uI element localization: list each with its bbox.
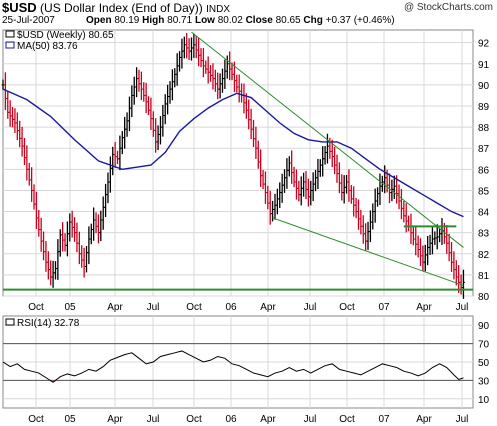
low-label: Low [194, 15, 215, 26]
chg-label: Chg [303, 15, 323, 26]
price-x-tick-label: Oct [28, 302, 44, 313]
price-tick-label: 87 [478, 144, 490, 155]
credit[interactable]: @ StockCharts.com [403, 2, 493, 13]
rsi-tick-label: 10 [478, 395, 490, 406]
ohlc-summary: Open 80.19 High 80.71 Low 80.02 Close 80… [86, 15, 395, 26]
price-x-tick-label: Jul [456, 302, 469, 313]
rsi-x-tick-label: Oct [339, 414, 355, 425]
price-tick-label: 81 [478, 271, 490, 282]
rsi-x-tick-label: Apr [107, 414, 123, 425]
ma50-line [2, 88, 464, 218]
price-x-tick-label: Jul [304, 302, 317, 313]
price-x-tick-label: Jul [147, 302, 160, 313]
price-tick-label: 91 [478, 60, 490, 71]
open-value: 80.19 [114, 15, 140, 26]
price-x-tick-label: 06 [225, 302, 237, 313]
rsi-tick-label: 70 [478, 340, 490, 351]
trendline [191, 31, 464, 248]
price-x-tick-label: Apr [107, 302, 123, 313]
rsi-tick-label: 30 [478, 376, 490, 387]
rsi-panel: 10 30 50 70 90 Oct 05 Apr Jul Oct 06 Apr Jul Oct 07 Apr… [2, 315, 490, 425]
rsi-x-tick-label: Jul [147, 414, 160, 425]
price-tick-label: 82 [478, 250, 490, 261]
price-x-tick-label: Oct [186, 302, 202, 313]
quote-date: 25-Jul-2007 [2, 15, 55, 26]
price-tick-label: 84 [478, 208, 490, 219]
price-x-tick-label: Oct [339, 302, 355, 313]
price-x-tick-label: 05 [64, 302, 76, 313]
high-value: 80.71 [167, 15, 193, 26]
price-tick-label: 90 [478, 81, 490, 92]
price-tick-label: 85 [478, 186, 490, 197]
legend-swatch [5, 41, 15, 49]
chart-title: $USD (US Dollar Index (End of Day)) INDX [2, 0, 230, 15]
rsi-x-tick-label: Apr [260, 414, 276, 425]
rsi-x-tick-label: 06 [225, 414, 237, 425]
price-tick-label: 86 [478, 165, 490, 176]
open-label: Open [86, 15, 112, 26]
price-tick-label: 88 [478, 123, 490, 134]
price-tick-label: 80 [478, 292, 490, 303]
rsi-line [2, 350, 464, 383]
rsi-x-tick-label: Jul [456, 414, 469, 425]
chg-value: +0.37 (+0.46%) [325, 15, 395, 26]
index-name: (US Dollar Index (End of Day)) [40, 1, 203, 15]
low-value: 80.02 [217, 15, 243, 26]
rsi-x-tick-label: 07 [378, 414, 390, 425]
rsi-tick-label: 50 [478, 358, 490, 369]
symbol: $USD [2, 0, 37, 15]
rsi-x-tick-label: Oct [186, 414, 202, 425]
trendline [272, 217, 464, 286]
rsi-x-tick-label: Jul [304, 414, 317, 425]
rsi-legend-swatch [5, 318, 15, 326]
legend-label: $USD (Weekly) 80.65 [17, 30, 114, 41]
high-label: High [142, 15, 165, 26]
close-label: Close [245, 15, 273, 26]
price-tick-label: 92 [478, 39, 490, 50]
price-x-tick-label: Apr [416, 302, 432, 313]
rsi-x-tick-label: Apr [416, 414, 432, 425]
price-tick-label: 89 [478, 102, 490, 113]
price-plot-area [2, 29, 474, 297]
rsi-x-tick-label: 05 [64, 414, 76, 425]
legend-label: MA(50) 83.76 [17, 41, 78, 52]
price-x-tick-label: 07 [378, 302, 390, 313]
rsi-legend-label: RSI(14) 32.78 [17, 318, 80, 329]
rsi-x-tick-label: Oct [28, 414, 44, 425]
price-panel: 80 81 82 83 84 85 86 87 88 89 90 91 92 Oct 05 Apr Jul Oct… [1, 29, 490, 313]
close-value: 80.65 [275, 15, 301, 26]
legend-swatch [5, 30, 15, 38]
rsi-tick-label: 90 [478, 321, 490, 332]
price-tick-label: 83 [478, 229, 490, 240]
exchange: INDX [206, 4, 231, 15]
price-x-tick-label: Apr [260, 302, 276, 313]
